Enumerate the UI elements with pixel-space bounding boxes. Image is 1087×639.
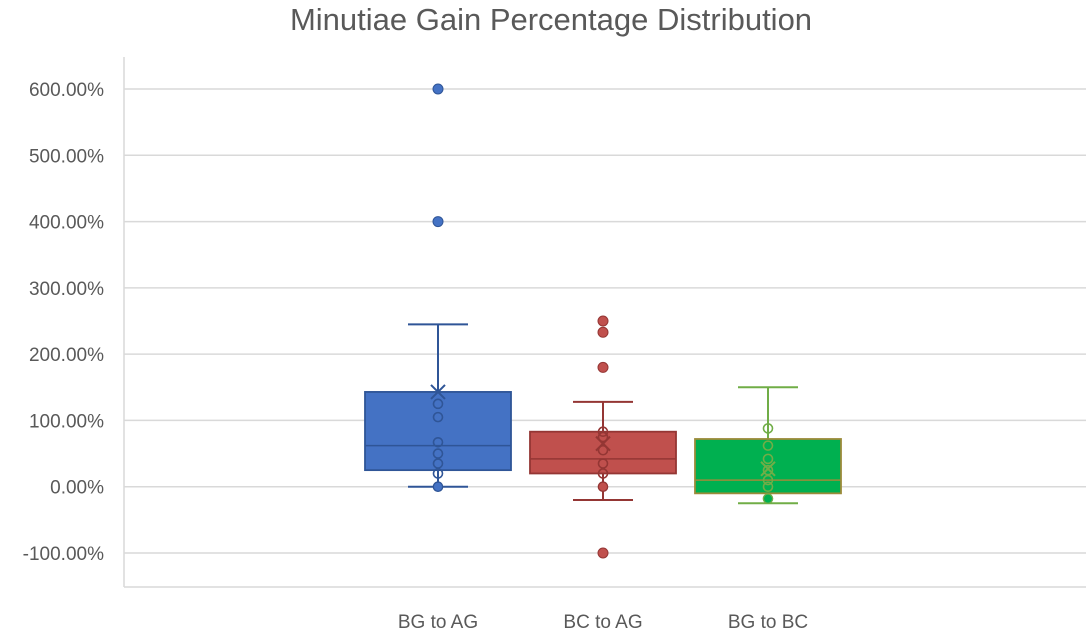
mean-marker [430, 384, 446, 400]
box-group [529, 315, 677, 559]
x-category-label: BC to AG [563, 612, 642, 633]
box-series [364, 83, 842, 559]
data-point [597, 444, 609, 456]
y-tick-label: 200.00% [29, 345, 104, 366]
mean-marker [595, 435, 611, 452]
y-tick-label: 600.00% [29, 80, 104, 101]
y-tick-label: 100.00% [29, 411, 104, 432]
data-point [432, 398, 444, 410]
data-point [432, 411, 444, 423]
box-iqr [364, 391, 512, 472]
data-point [432, 468, 444, 479]
box-group [364, 83, 512, 493]
data-point-min [433, 481, 443, 492]
outlier-point [432, 216, 444, 228]
data-point [762, 453, 774, 465]
data-point-min [763, 493, 773, 504]
y-tick-label: 500.00% [29, 146, 104, 167]
data-point [597, 468, 609, 479]
data-point [597, 426, 609, 437]
y-tick-label: 300.00% [29, 279, 104, 300]
outlier-point [597, 315, 609, 327]
box-group [694, 386, 842, 505]
y-tick-label: 400.00% [29, 213, 104, 234]
outlier-point [597, 326, 609, 338]
outlier-point [432, 83, 444, 95]
data-point [762, 474, 774, 486]
data-point [597, 458, 609, 469]
outlier-point [597, 361, 609, 373]
x-category-label: BG to BC [728, 612, 808, 633]
data-point [762, 464, 774, 476]
data-point [432, 458, 444, 469]
chart-title: Minutiae Gain Percentage Distribution [290, 2, 812, 37]
data-point [762, 440, 774, 451]
y-tick-label: -100.00% [23, 544, 104, 565]
y-tick-label: 0.00% [50, 478, 104, 499]
gridlines [124, 88, 1086, 554]
data-point [597, 431, 609, 443]
data-point [762, 481, 774, 493]
x-axis-category-labels: BG to AG BC to AG BG to BC [398, 612, 808, 633]
data-point [762, 423, 774, 434]
x-category-label: BG to AG [398, 612, 478, 633]
data-point [432, 448, 444, 459]
mean-marker [760, 461, 776, 477]
data-point [432, 437, 444, 448]
outlier-point [597, 547, 609, 559]
box-iqr [529, 430, 677, 475]
y-axis-tick-labels: -100.00% 0.00% 100.00% 200.00% 300.00% 400.00… [23, 80, 104, 565]
data-point-min [598, 481, 608, 492]
